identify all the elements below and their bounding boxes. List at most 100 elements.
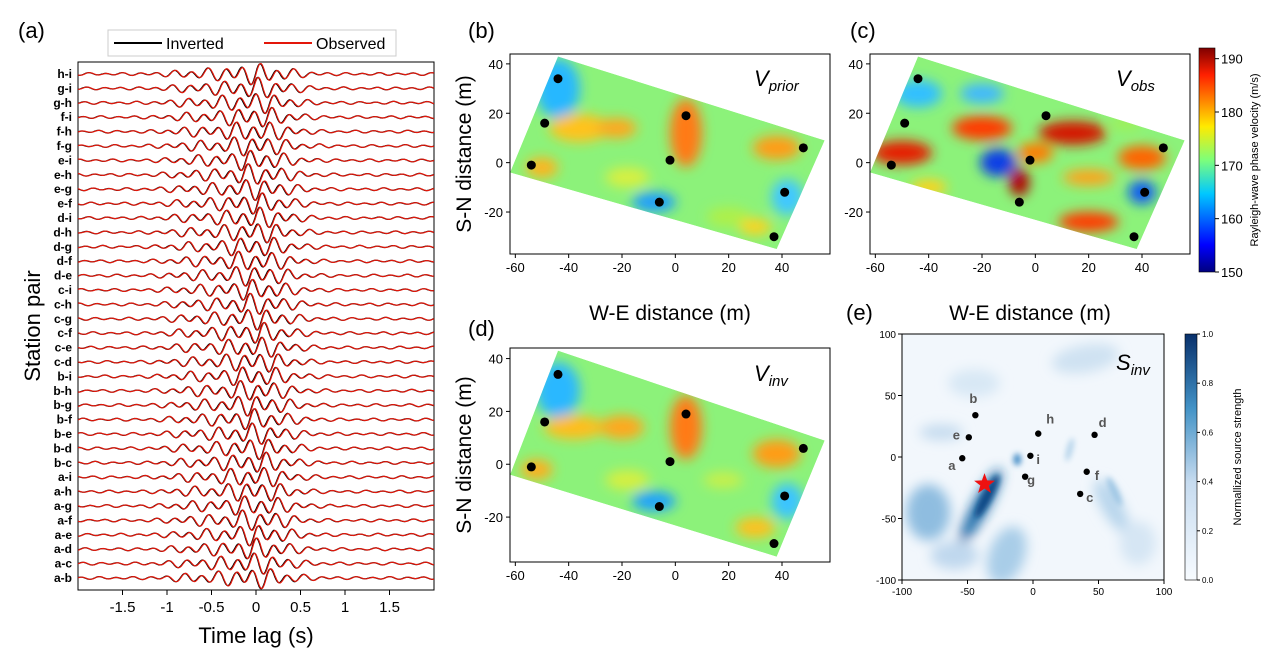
y-tick-label: -20 bbox=[844, 205, 863, 220]
map-title-prior-sub: prior bbox=[768, 78, 800, 95]
source-strength-panel: (e) -100 -50 0 50 100 100 50 0 -50 -100 a b c d e f g h i… bbox=[846, 300, 1244, 598]
observed-trace bbox=[77, 407, 435, 430]
velocity-anomaly bbox=[910, 179, 947, 196]
velocity-anomaly bbox=[894, 79, 942, 108]
x-tick-label: -0.5 bbox=[199, 599, 225, 616]
source-strength-patch bbox=[930, 541, 979, 570]
map-title-inv-sub: inv bbox=[769, 373, 790, 390]
velocity-anomaly bbox=[703, 472, 744, 489]
x-tick-label: 50 bbox=[1093, 587, 1105, 598]
colorbar-tick-label: 0.4 bbox=[1202, 478, 1214, 487]
velocity-map-inverted-panel: (d) -60 -40 -20 0 20 40 40 20 0 -20 Vinv S-N dist… bbox=[453, 316, 831, 583]
station-pair-label: b-g bbox=[53, 398, 72, 412]
station-marker bbox=[1140, 187, 1150, 197]
y-tick-label: 20 bbox=[849, 106, 863, 121]
station-marker bbox=[780, 187, 790, 197]
station-marker bbox=[526, 160, 536, 170]
axes-frame-d bbox=[509, 347, 831, 563]
velocity-field bbox=[510, 350, 825, 557]
station-pair-label: c-d bbox=[54, 355, 72, 369]
station-pair-label: b-h bbox=[53, 384, 72, 398]
station-marker bbox=[798, 143, 808, 153]
map-title-source: Sinv bbox=[1116, 350, 1151, 379]
x-tick-label: -60 bbox=[506, 568, 525, 583]
station-marker bbox=[1014, 197, 1024, 207]
station-marker bbox=[1035, 430, 1042, 437]
observed-trace bbox=[77, 121, 435, 141]
strength-colorbar-ticks: 1.0 0.8 0.6 0.4 0.2 0.0 bbox=[1197, 330, 1214, 585]
velocity-anomaly bbox=[632, 192, 676, 213]
inverted-trace bbox=[77, 509, 435, 531]
station-marker bbox=[1025, 155, 1035, 165]
colorbar-tick-label: 0.2 bbox=[1202, 527, 1214, 536]
observed-trace bbox=[77, 206, 435, 229]
x-tick-label: -60 bbox=[866, 260, 885, 275]
velocity-colorbar-label: Rayleigh-wave phase velocity (m/s) bbox=[1249, 73, 1261, 246]
observed-trace bbox=[77, 179, 435, 201]
station-marker bbox=[965, 434, 973, 441]
observed-trace bbox=[78, 524, 435, 547]
velocity-anomaly bbox=[670, 395, 702, 460]
velocity-anomaly bbox=[752, 439, 801, 468]
x-tick-label: 40 bbox=[1135, 260, 1149, 275]
station-pair-label: d-h bbox=[53, 225, 72, 239]
source-strength-patch bbox=[1013, 453, 1022, 466]
station-label: i bbox=[1036, 452, 1040, 467]
map-title-obs-main: V bbox=[1116, 66, 1133, 91]
velocity-map-observed-panel: (c) -60 -40 -20 0 20 40 40 20 0 -20 Vobs W-E dist… bbox=[844, 18, 1261, 325]
velocity-colorbar bbox=[1198, 47, 1216, 273]
station-marker bbox=[665, 457, 675, 467]
colorbar-tick-label: 180 bbox=[1221, 105, 1243, 120]
y-tick-label: 0 bbox=[496, 156, 503, 171]
x-tick-label: -50 bbox=[960, 587, 975, 598]
station-label: g bbox=[1027, 473, 1035, 488]
observed-trace bbox=[77, 223, 435, 244]
station-pair-label: b-d bbox=[53, 441, 72, 455]
station-label: a bbox=[948, 458, 956, 473]
observed-trace bbox=[77, 163, 435, 185]
x-tick-label: -40 bbox=[559, 568, 578, 583]
colorbar-tick-label: 190 bbox=[1221, 52, 1243, 67]
station-pair-label: h-i bbox=[57, 67, 72, 81]
velocity-anomaly bbox=[605, 167, 650, 188]
velocity-background bbox=[510, 56, 825, 250]
station-pair-label: e-i bbox=[58, 153, 72, 167]
axis-ticks-d: -60 -40 -20 0 20 40 40 20 0 -20 bbox=[484, 352, 789, 583]
observed-trace bbox=[77, 438, 435, 460]
station-marker bbox=[1041, 111, 1051, 121]
velocity-anomaly bbox=[771, 483, 804, 520]
x-tick-label: 0 bbox=[672, 568, 679, 583]
velocity-map-prior bbox=[510, 56, 825, 250]
velocity-anomaly bbox=[1062, 169, 1115, 186]
x-tick-label: 0.5 bbox=[290, 599, 311, 616]
colorbar-tick-label: 170 bbox=[1221, 158, 1243, 173]
velocity-anomaly bbox=[1058, 211, 1119, 232]
observed-trace bbox=[77, 266, 435, 287]
station-marker bbox=[959, 455, 966, 462]
x-tick-label: 0 bbox=[672, 260, 679, 275]
y-tick-label: 20 bbox=[489, 106, 503, 121]
waveform-panel: (a) h-ig-ig-hf-if-hf-ge-ie-he-ge-fd-id-h… bbox=[18, 18, 435, 648]
station-pair-label: g-i bbox=[57, 81, 72, 95]
station-marker bbox=[886, 160, 896, 170]
map-title-obs: Vobs bbox=[1116, 66, 1155, 95]
station-pair-label: c-e bbox=[55, 341, 73, 355]
station-pair-label: a-e bbox=[55, 528, 73, 542]
velocity-anomaly bbox=[670, 99, 702, 168]
x-tick-label: -1 bbox=[160, 599, 173, 616]
source-star-marker bbox=[974, 473, 995, 493]
y-tick-label: -20 bbox=[484, 510, 503, 525]
observed-trace bbox=[77, 467, 435, 488]
station-marker bbox=[780, 491, 790, 501]
velocity-anomaly bbox=[1110, 115, 1142, 132]
velocity-anomaly bbox=[872, 140, 932, 165]
station-marker bbox=[553, 369, 563, 379]
observed-trace bbox=[78, 76, 435, 99]
x-tick-label: -60 bbox=[506, 260, 525, 275]
station-marker bbox=[900, 118, 910, 128]
station-label: f bbox=[1095, 468, 1100, 483]
x-tick-label: -1.5 bbox=[110, 599, 136, 616]
velocity-anomaly bbox=[632, 491, 676, 512]
velocity-anomaly bbox=[1017, 142, 1054, 163]
x-tick-label: 20 bbox=[721, 260, 735, 275]
